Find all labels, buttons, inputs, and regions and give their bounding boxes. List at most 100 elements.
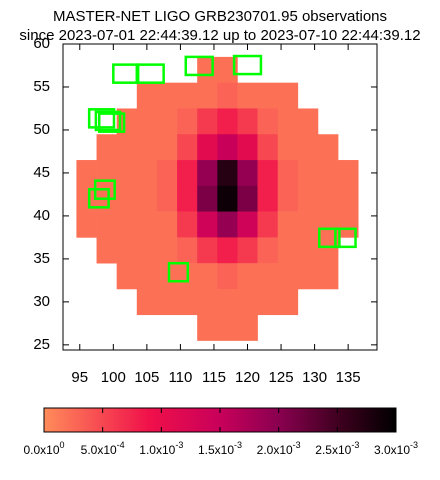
heat-cell — [177, 211, 198, 238]
heat-cell — [297, 108, 319, 135]
heat-cell — [277, 263, 299, 290]
chart-subtitle: since 2023-07-01 22:44:39.12 up to 2023-… — [19, 27, 420, 44]
heat-cell — [177, 185, 198, 212]
heat-cell — [237, 314, 258, 341]
heat-cell — [237, 237, 258, 264]
heat-cell — [217, 160, 238, 187]
heat-cell — [317, 134, 339, 161]
heat-cell — [297, 185, 319, 212]
x-tick-label: 120 — [235, 369, 260, 386]
heat-cell — [237, 288, 258, 316]
colorbar-tick-label: 2.5x10-3 — [315, 440, 359, 457]
chart-title: MASTER-NET LIGO GRB230701.95 observation… — [53, 8, 387, 25]
heat-cell — [197, 82, 218, 109]
tick-label-exponent: 0 — [60, 440, 65, 450]
heat-cell — [257, 211, 279, 238]
heat-cell — [277, 211, 299, 238]
heat-cell — [116, 263, 138, 290]
heat-cell — [277, 237, 299, 264]
heat-cell — [257, 134, 279, 161]
heat-cell — [217, 82, 238, 109]
tick-label-mantissa: 5.0x10 — [81, 443, 117, 457]
heat-cell — [136, 82, 158, 109]
colorbar-tick-label: 2.0x10-3 — [257, 440, 301, 457]
heat-cell — [197, 263, 218, 290]
heat-cell — [317, 263, 339, 290]
tick-label-mantissa: 3.0x10 — [374, 443, 410, 457]
tick-label-mantissa: 2.0x10 — [257, 443, 293, 457]
observation-field — [97, 112, 126, 133]
heat-cell — [156, 134, 178, 161]
tick-label-exponent: -4 — [117, 440, 125, 450]
heat-cell — [177, 160, 198, 187]
tick-label-exponent: -3 — [351, 440, 359, 450]
heat-cell — [197, 314, 218, 341]
heat-cell — [116, 185, 138, 212]
heat-cell — [177, 237, 198, 264]
heat-cell — [197, 160, 218, 187]
heat-cell — [136, 288, 158, 316]
heat-cell — [237, 82, 258, 109]
x-tick-label: 95 — [71, 369, 88, 386]
heat-cell — [197, 288, 218, 316]
y-tick-label: 45 — [33, 164, 50, 181]
observation-field — [112, 63, 140, 84]
heat-cell — [277, 82, 299, 109]
heat-cell — [197, 237, 218, 264]
heat-cell — [317, 160, 339, 187]
tick-label-exponent: -3 — [410, 440, 418, 450]
tick-label-mantissa: 0.0x10 — [23, 443, 59, 457]
heat-cell — [297, 263, 319, 290]
heat-cell — [96, 237, 117, 264]
y-tick-label: 50 — [33, 121, 50, 138]
observation-field — [87, 108, 116, 129]
heat-cell — [76, 160, 97, 187]
observation-field — [167, 261, 190, 283]
heat-cell — [116, 237, 138, 264]
heat-cell — [217, 185, 238, 212]
heat-cell — [136, 263, 158, 290]
x-tick-label: 110 — [168, 369, 192, 386]
observation-field — [334, 227, 357, 249]
tick-label-mantissa: 1.0x10 — [139, 443, 175, 457]
heat-cell — [156, 82, 178, 109]
heat-cell — [257, 82, 279, 109]
tick-label-mantissa: 2.5x10 — [315, 443, 351, 457]
heat-cell — [297, 211, 319, 238]
heat-cell — [217, 314, 238, 341]
heat-cell — [277, 134, 299, 161]
observation-field — [87, 188, 110, 209]
heat-cell — [277, 160, 299, 187]
heat-cell — [317, 185, 339, 212]
x-tick-label: 130 — [302, 369, 327, 386]
heat-cell — [116, 134, 138, 161]
tick-label-exponent: -3 — [293, 440, 301, 450]
heat-cell — [338, 160, 359, 187]
colorbar-tick-label: 1.0x10-3 — [139, 440, 183, 457]
heat-cell — [277, 108, 299, 135]
x-tick-label: 115 — [202, 369, 226, 386]
y-tick-label: 30 — [33, 293, 50, 310]
heat-cell — [317, 211, 339, 238]
heat-cell — [277, 288, 299, 316]
heat-cell — [156, 263, 178, 290]
observation-field — [94, 110, 122, 132]
x-tick-label: 105 — [134, 369, 159, 386]
observation-field — [184, 55, 214, 77]
heat-cell — [257, 288, 279, 316]
heat-cell — [116, 160, 138, 187]
colorbar-tick-label: 5.0x10-4 — [81, 440, 125, 457]
heat-cell — [136, 211, 158, 238]
tick-label-exponent: -3 — [234, 440, 242, 450]
heat-cell — [237, 160, 258, 187]
heat-cell — [96, 211, 117, 238]
y-tick-label: 55 — [33, 78, 50, 95]
observation-field — [232, 54, 263, 76]
y-tick-label: 35 — [33, 250, 50, 267]
heat-cell — [237, 108, 258, 135]
heat-cell — [257, 263, 279, 290]
heat-cell — [197, 108, 218, 135]
heat-cell — [156, 211, 178, 238]
